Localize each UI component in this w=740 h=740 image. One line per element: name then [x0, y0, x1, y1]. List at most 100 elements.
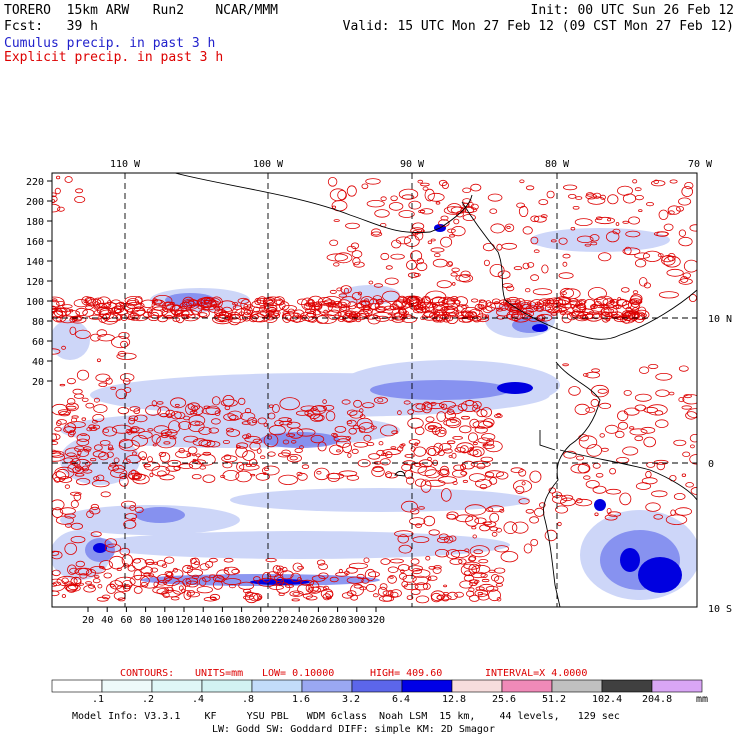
lat-lon-grid [52, 173, 697, 607]
precip-contour [366, 441, 375, 447]
precip-contour [511, 313, 526, 319]
precip-contour [128, 415, 139, 422]
precip-contour [491, 531, 498, 537]
precip-contour [521, 481, 526, 486]
precip-contour [460, 470, 468, 476]
precip-contour [162, 592, 170, 598]
precip-contour [52, 192, 57, 198]
precip-contour [591, 368, 600, 373]
precip-contour [65, 523, 72, 528]
colorbar-label: .8 [242, 694, 255, 705]
precip-contour [282, 566, 288, 573]
precip-contour [158, 451, 167, 457]
precip-contour [678, 197, 692, 206]
precip-contour [454, 311, 475, 319]
precip-contour [678, 236, 693, 247]
precip-contour [390, 195, 398, 202]
precip-contour [375, 299, 383, 304]
precip-contour [576, 235, 594, 243]
precip-contour [453, 218, 460, 225]
precip-contour [83, 585, 96, 593]
precip-contour [547, 308, 553, 312]
precip-contour [165, 465, 181, 472]
precip-contour [530, 538, 539, 547]
precip-contour [98, 451, 109, 461]
precip-contour [151, 400, 157, 407]
precip-contour [131, 451, 137, 456]
precip-contour [406, 476, 415, 485]
precip-contour [516, 202, 525, 208]
precip-contour [170, 411, 182, 420]
precip-contour [98, 382, 108, 388]
precip-contour [185, 403, 196, 416]
precip-contour [398, 313, 406, 318]
precip-contour [78, 567, 93, 576]
precip-contour [472, 449, 482, 458]
precip-contour [254, 297, 262, 306]
precip-contour [163, 441, 171, 445]
precip-contour [428, 312, 438, 319]
precip-contour [322, 399, 327, 404]
precip-contour [52, 433, 61, 441]
colorbar-label: 51.2 [542, 694, 567, 705]
left-tick-label: 60 [32, 337, 44, 348]
precip-contour [56, 308, 68, 313]
precip-contour [93, 404, 108, 414]
precip-contour [452, 281, 456, 286]
precip-contour [417, 179, 424, 184]
precip-contour [99, 560, 113, 570]
precip-contour [388, 202, 404, 211]
precip-contour [629, 426, 635, 430]
precip-contour [619, 492, 632, 506]
precip-contour [597, 311, 604, 315]
precip-contour [673, 439, 687, 446]
precip-contour [99, 440, 111, 446]
precip-contour [551, 299, 572, 312]
precip-contour [182, 415, 190, 421]
precip-contour [683, 394, 692, 399]
precip-contour [332, 433, 339, 438]
right-latitude-labels: 10 N 0 10 S [708, 314, 732, 615]
precip-contour [459, 445, 469, 454]
precip-contour [194, 421, 201, 426]
precip-contour [585, 192, 594, 197]
precip-contour [170, 397, 187, 409]
left-tick-label: 180 [26, 217, 44, 228]
precip-contour [96, 596, 109, 602]
precip-contour [360, 296, 374, 307]
precip-contour [625, 306, 632, 312]
precip-contour [334, 425, 347, 433]
precip-contour [289, 455, 298, 461]
precip-contour [56, 307, 72, 317]
precip-contour [487, 505, 505, 513]
precip-contour [133, 586, 143, 594]
precip-contour [424, 469, 441, 479]
precip-contour [313, 306, 320, 310]
precip-contour [81, 417, 87, 421]
precip-contour [443, 419, 460, 427]
precip-contour [344, 570, 350, 576]
precip-contour [268, 404, 274, 408]
precip-contour [81, 296, 92, 306]
init-time: Init: 00 UTC Sun 26 Feb 12 [530, 3, 735, 18]
precip-contour [242, 450, 256, 461]
precip-contour [500, 551, 519, 563]
precip-contour [486, 438, 495, 447]
precip-contour [89, 426, 98, 431]
precip-contour [682, 272, 691, 279]
precip-contour [401, 194, 415, 200]
precip-contour [663, 223, 674, 231]
precip-contour [643, 406, 658, 414]
precip-contour [460, 563, 477, 577]
precip-contour [282, 439, 290, 445]
precip-contour [496, 308, 504, 312]
precip-contour [390, 253, 405, 260]
precip-contour [443, 536, 454, 544]
precip-contour [530, 274, 539, 281]
precip-contour [604, 424, 619, 434]
precip-contour [620, 287, 630, 293]
precip-contour [58, 476, 73, 483]
precip-contour [186, 453, 192, 457]
precip-contour [209, 593, 221, 601]
precip-contour [178, 447, 185, 454]
